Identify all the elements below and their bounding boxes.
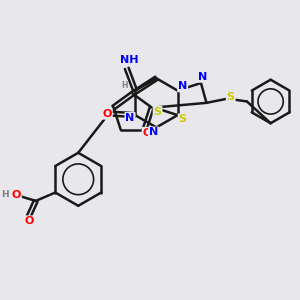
Text: N: N <box>149 128 158 137</box>
Text: S: S <box>178 114 187 124</box>
Text: N: N <box>125 113 135 123</box>
Text: N: N <box>178 81 187 92</box>
Text: O: O <box>11 190 21 200</box>
Text: S: S <box>154 107 162 117</box>
Text: H: H <box>121 81 128 90</box>
Text: NH: NH <box>120 56 139 65</box>
Text: O: O <box>103 109 112 119</box>
Text: S: S <box>227 92 235 102</box>
Text: N: N <box>198 72 207 82</box>
Text: O: O <box>142 128 152 138</box>
Text: O: O <box>25 216 34 226</box>
Text: H: H <box>1 190 9 199</box>
